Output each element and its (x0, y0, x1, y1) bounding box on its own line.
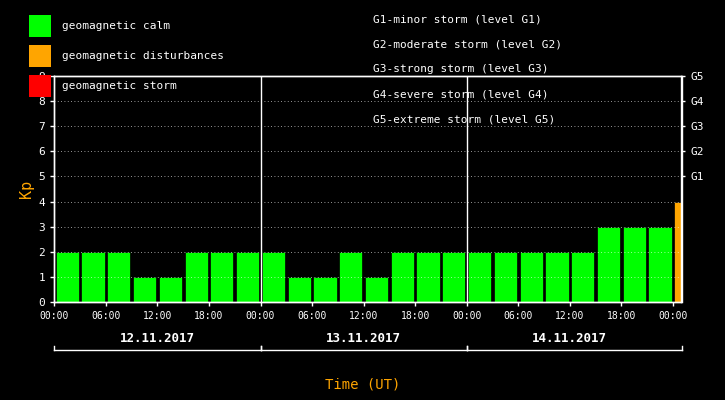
Bar (365, 277, 388, 302)
Bar (623, 227, 646, 302)
Text: 14.11.2017: 14.11.2017 (532, 332, 608, 344)
Bar (597, 227, 620, 302)
Bar (133, 277, 156, 302)
Text: Time (UT): Time (UT) (325, 378, 400, 392)
Bar (313, 277, 336, 302)
Bar (159, 277, 182, 302)
Text: geomagnetic storm: geomagnetic storm (62, 81, 176, 91)
Bar (236, 252, 260, 302)
Text: G3-strong storm (level G3): G3-strong storm (level G3) (373, 64, 549, 74)
Bar (442, 252, 465, 302)
Bar (288, 277, 311, 302)
Text: G4-severe storm (level G4): G4-severe storm (level G4) (373, 90, 549, 100)
Bar (339, 252, 362, 302)
Bar (262, 252, 285, 302)
Text: geomagnetic calm: geomagnetic calm (62, 21, 170, 31)
Bar (56, 252, 79, 302)
Bar (107, 252, 130, 302)
Text: geomagnetic disturbances: geomagnetic disturbances (62, 51, 223, 61)
Bar (185, 252, 208, 302)
Bar (81, 252, 104, 302)
Bar (520, 252, 543, 302)
Bar (494, 252, 517, 302)
Bar (210, 252, 233, 302)
Bar (391, 252, 414, 302)
Bar (648, 227, 671, 302)
Text: G2-moderate storm (level G2): G2-moderate storm (level G2) (373, 39, 563, 49)
Bar (468, 252, 492, 302)
Bar (674, 202, 697, 302)
Text: 12.11.2017: 12.11.2017 (120, 332, 195, 344)
Y-axis label: Kp: Kp (20, 180, 34, 198)
Bar (545, 252, 568, 302)
Text: G1-minor storm (level G1): G1-minor storm (level G1) (373, 14, 542, 24)
Text: 13.11.2017: 13.11.2017 (326, 332, 401, 344)
Text: G5-extreme storm (level G5): G5-extreme storm (level G5) (373, 115, 555, 125)
Bar (571, 252, 594, 302)
Bar (416, 252, 439, 302)
